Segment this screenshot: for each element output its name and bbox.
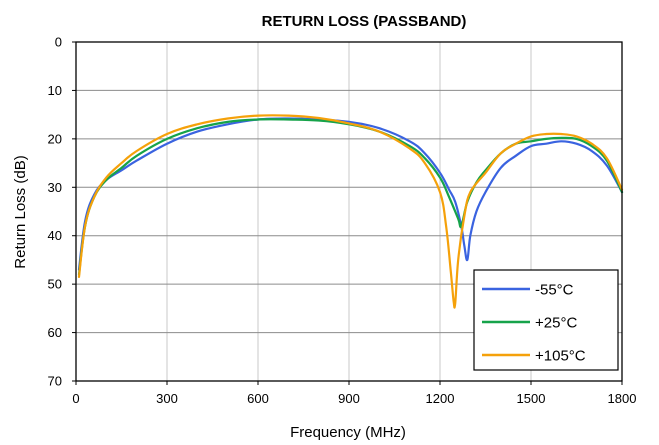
y-tick-label: 30 bbox=[48, 180, 62, 195]
x-tick-label: 900 bbox=[338, 391, 360, 406]
legend-items: -55°C +25°C +105°C bbox=[482, 282, 586, 365]
chart-title: RETURN LOSS (PASSBAND) bbox=[262, 13, 467, 30]
legend-box bbox=[473, 269, 619, 371]
series-line-2 bbox=[77, 118, 624, 276]
series-line-1 bbox=[77, 117, 624, 271]
y-tick-label: 60 bbox=[48, 325, 62, 340]
x-tick-label: 300 bbox=[156, 391, 178, 406]
y-tick-label: 20 bbox=[48, 131, 62, 146]
tick-labels: 0 300 600 900 1200 1500 1800 0 10 20 30 40 50 60 70 bbox=[48, 35, 637, 407]
y-tick-label: 50 bbox=[48, 277, 62, 292]
x-tick-label: 1200 bbox=[426, 391, 455, 406]
y-tick-label: 70 bbox=[48, 374, 62, 389]
x-axis-label: Frequency (MHz) bbox=[290, 424, 406, 441]
x-tick-label: 1800 bbox=[608, 391, 637, 406]
x-tick-label: 0 bbox=[72, 391, 79, 406]
y-tick-label: 0 bbox=[55, 35, 62, 50]
x-tick-label: 600 bbox=[247, 391, 269, 406]
legend-label-1: -55°C bbox=[535, 282, 574, 299]
series-lines bbox=[77, 114, 624, 309]
y-tick-label: 40 bbox=[48, 228, 62, 243]
legend: -55°C +25°C +105°C bbox=[473, 269, 619, 371]
legend-label-3: +105°C bbox=[535, 348, 586, 365]
x-tick-label: 1500 bbox=[517, 391, 546, 406]
y-tick-label: 10 bbox=[48, 83, 62, 98]
legend-label-2: +25°C bbox=[535, 315, 577, 332]
series-line-3 bbox=[77, 114, 624, 309]
y-axis-label: Return Loss (dB) bbox=[12, 155, 29, 268]
